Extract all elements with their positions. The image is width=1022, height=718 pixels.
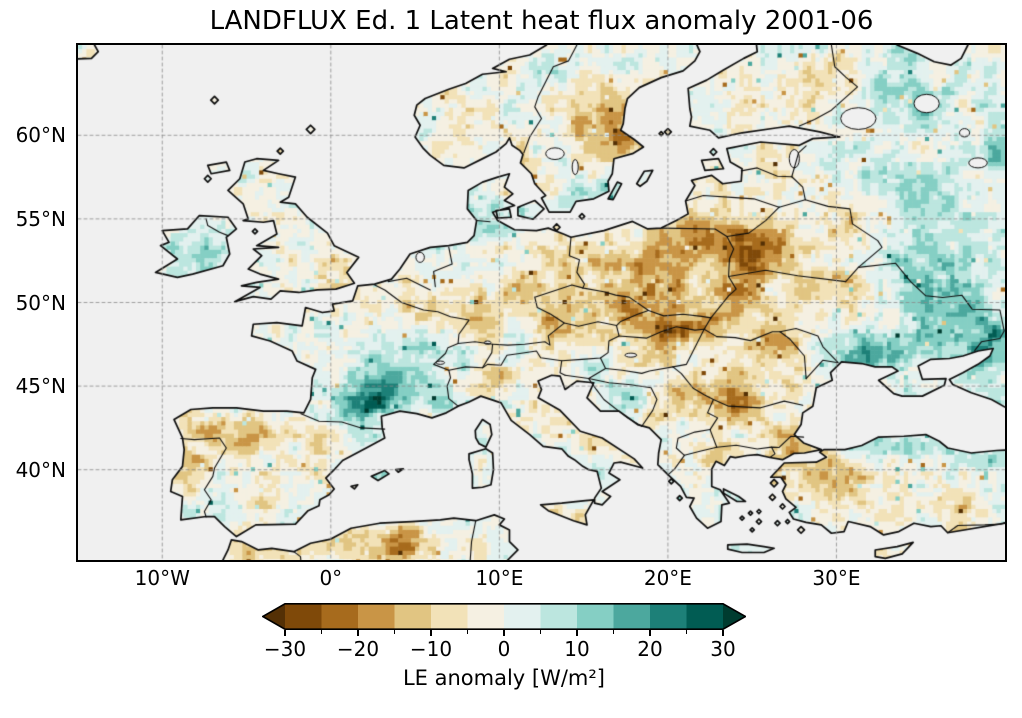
colorbar-segment — [358, 603, 395, 630]
colorbar-segment — [394, 603, 432, 630]
x-tick-label: 0° — [319, 566, 343, 590]
colorbar-segment — [577, 603, 614, 630]
colorbar-tick-label: 10 — [564, 637, 590, 661]
colorbar-segment — [467, 603, 505, 630]
colorbar-tick — [686, 630, 687, 634]
colorbar-tick — [576, 630, 578, 636]
y-tick-label: 50°N — [15, 290, 66, 315]
colorbar-segment — [285, 603, 322, 630]
x-tick-label: 10°E — [475, 566, 524, 590]
colorbar-tick — [613, 630, 614, 634]
colorbar-tick — [394, 630, 395, 634]
colorbar-tick — [503, 630, 505, 636]
colorbar-tick — [649, 630, 651, 636]
colorbar-extend-min — [262, 603, 285, 630]
x-tick-label: 30°E — [812, 566, 861, 590]
colorbar-tick-label: 20 — [637, 637, 663, 661]
colorbar-segment — [504, 603, 541, 630]
colorbar-tick — [357, 630, 359, 636]
y-tick-label: 60°N — [15, 123, 66, 148]
colorbar-extend-max — [723, 603, 746, 630]
colorbar-segment — [686, 603, 724, 630]
colorbar-segment — [431, 603, 468, 630]
figure-title: LANDFLUX Ed. 1 Latent heat flux anomaly … — [209, 6, 874, 36]
colorbar-segment — [321, 603, 359, 630]
colorbar-tick-label: 30 — [710, 637, 736, 661]
colorbar-tick — [321, 630, 322, 634]
colorbar — [262, 603, 746, 630]
colorbar-tick — [467, 630, 468, 634]
colorbar-tick-label: 0 — [497, 637, 511, 661]
y-tick-label: 55°N — [15, 206, 66, 231]
x-tick-label: 10°W — [134, 566, 190, 590]
y-tick-label: 45°N — [15, 374, 66, 399]
y-tick-label: 40°N — [15, 457, 66, 482]
colorbar-segment — [650, 603, 687, 630]
colorbar-tick-label: −20 — [336, 637, 380, 661]
colorbar-tick-label: −30 — [263, 637, 307, 661]
colorbar-segment — [613, 603, 651, 630]
colorbar-label: LE anomaly [W/m²] — [402, 666, 606, 690]
colorbar-tick — [430, 630, 432, 636]
x-tick-label: 20°E — [643, 566, 692, 590]
map-plot-area — [76, 43, 1007, 562]
colorbar-tick-label: −10 — [409, 637, 453, 661]
colorbar-tick — [722, 630, 724, 636]
colorbar-tick — [284, 630, 286, 636]
colorbar-tick — [540, 630, 541, 634]
colorbar-segment — [540, 603, 578, 630]
map-canvas — [78, 45, 1005, 560]
colorbar-outline — [262, 603, 746, 630]
